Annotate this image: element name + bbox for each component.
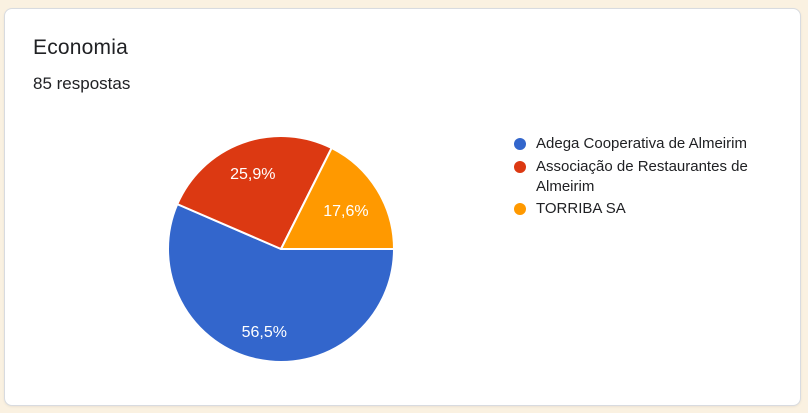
legend-dot-1 bbox=[514, 161, 526, 173]
pie-slice-2[interactable] bbox=[280, 147, 395, 250]
pie-slice-label-2: 17,6% bbox=[323, 203, 368, 220]
responses-count: 85 respostas bbox=[33, 74, 131, 93]
question-title: Economia bbox=[33, 36, 128, 59]
legend-label-2: TORRIBA SA bbox=[536, 200, 626, 217]
legend-item-2: TORRIBA SA bbox=[514, 199, 754, 219]
pie-slice-label-1: 25,9% bbox=[230, 166, 275, 183]
legend-dot-0 bbox=[514, 138, 526, 150]
legend-item-1: Associação de Restaurantes de Almeirim bbox=[514, 157, 754, 197]
legend-dot-2 bbox=[514, 203, 526, 215]
legend-label-0: Adega Cooperativa de Almeirim bbox=[536, 135, 747, 152]
pie-slice-label-0: 56,5% bbox=[242, 324, 287, 341]
legend-label-1: Associação de Restaurantes de Almeirim bbox=[536, 158, 748, 195]
pie-slice-0[interactable] bbox=[167, 203, 395, 363]
legend-item-0: Adega Cooperativa de Almeirim bbox=[514, 134, 754, 154]
summary-card: Economia 85 respostas bbox=[4, 8, 801, 406]
legend: Adega Cooperativa de Almeirim Associação … bbox=[514, 134, 754, 222]
pie-slice-1[interactable] bbox=[176, 135, 333, 250]
